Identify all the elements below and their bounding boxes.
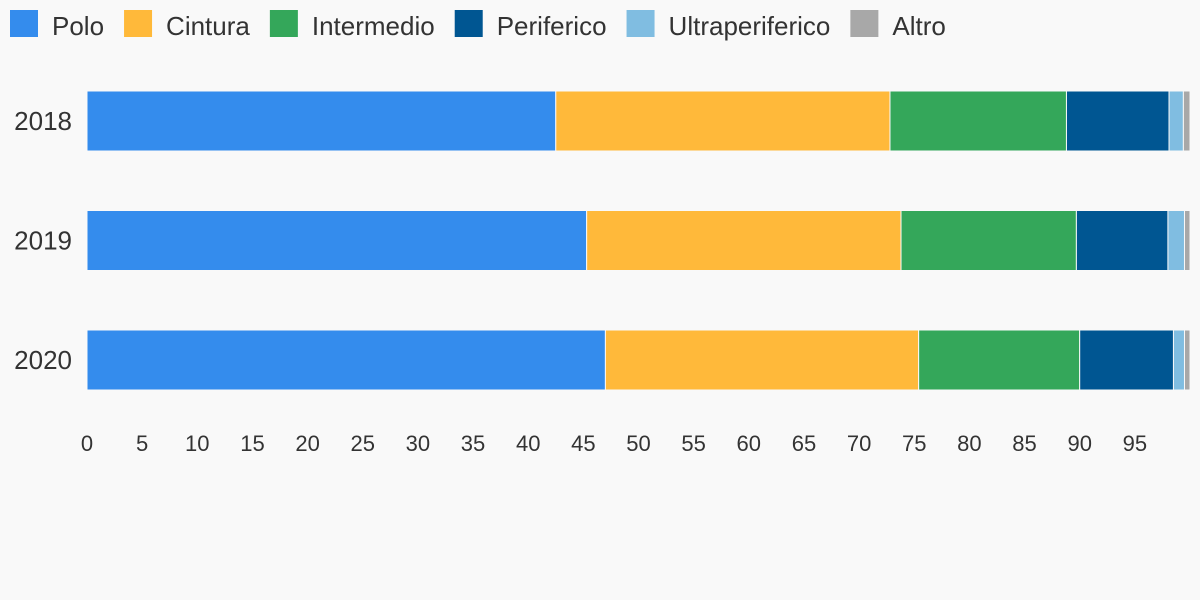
- bar-2020-ultraperiferico: [1172, 329, 1185, 391]
- bar-2020-altro: [1183, 329, 1191, 391]
- tick-label-5: 5: [136, 431, 148, 456]
- legend-label-intermedio: Intermedio: [312, 11, 435, 41]
- tick-label-50: 50: [626, 431, 650, 456]
- bar-2018-cintura: [555, 90, 891, 152]
- tick-label-60: 60: [737, 431, 761, 456]
- tick-label-55: 55: [681, 431, 705, 456]
- tick-label-30: 30: [406, 431, 430, 456]
- tick-label-75: 75: [902, 431, 926, 456]
- legend: Polo Cintura Intermedio Periferico Ultraperi…: [10, 10, 946, 41]
- legend-label-periferico: Periferico: [497, 11, 607, 41]
- tick-label-35: 35: [461, 431, 485, 456]
- bar-2019-altro: [1183, 210, 1191, 271]
- bar-2019-cintura: [586, 210, 902, 271]
- tick-label-95: 95: [1123, 431, 1147, 456]
- tick-label-40: 40: [516, 431, 540, 456]
- bar-2018-periferico: [1065, 90, 1170, 152]
- bar-2018-polo: [86, 90, 557, 152]
- legend-label-polo: Polo: [52, 11, 104, 41]
- value-axis: 0 5 10 15 20 25 30 35 40 45 50 55 60 65 70 75 80 85 90 95: [81, 431, 1147, 456]
- category-label-2020: 2020: [14, 345, 72, 375]
- tick-label-45: 45: [571, 431, 595, 456]
- legend-swatch-cintura: [124, 10, 153, 37]
- legend-swatch-periferico: [454, 10, 483, 37]
- legend-label-altro: Altro: [892, 11, 945, 41]
- bar-2019-periferico: [1075, 210, 1169, 271]
- legend-swatch-ultraperiferico: [626, 10, 655, 37]
- legend-swatch-intermedio: [269, 10, 298, 37]
- bar-2018-ultraperiferico: [1168, 90, 1184, 152]
- bar-2020-intermedio: [918, 329, 1081, 391]
- bars: [86, 90, 1191, 391]
- tick-label-80: 80: [957, 431, 981, 456]
- category-axis: 2018 2019 2020: [14, 106, 72, 375]
- bar-2020-cintura: [604, 329, 920, 391]
- bar-2018-intermedio: [889, 90, 1067, 152]
- bar-2020-periferico: [1079, 329, 1174, 391]
- tick-label-15: 15: [240, 431, 264, 456]
- tick-label-25: 25: [351, 431, 375, 456]
- legend-swatch-altro: [850, 10, 879, 37]
- tick-label-0: 0: [81, 431, 93, 456]
- category-label-2019: 2019: [14, 226, 72, 256]
- legend-swatch-polo: [10, 10, 38, 37]
- tick-label-20: 20: [295, 431, 319, 456]
- bar-2019-ultraperiferico: [1167, 210, 1185, 271]
- bar-2018-altro: [1182, 90, 1191, 152]
- legend-label-ultraperiferico: Ultraperiferico: [669, 11, 831, 41]
- tick-label-90: 90: [1067, 431, 1091, 456]
- legend-label-cintura: Cintura: [166, 11, 250, 41]
- tick-label-65: 65: [792, 431, 816, 456]
- tick-label-70: 70: [847, 431, 871, 456]
- category-label-2018: 2018: [14, 106, 72, 136]
- tick-label-85: 85: [1012, 431, 1036, 456]
- bar-2019-polo: [86, 210, 588, 271]
- bar-2019-intermedio: [900, 210, 1077, 271]
- tick-label-10: 10: [185, 431, 209, 456]
- bar-2020-polo: [86, 329, 606, 391]
